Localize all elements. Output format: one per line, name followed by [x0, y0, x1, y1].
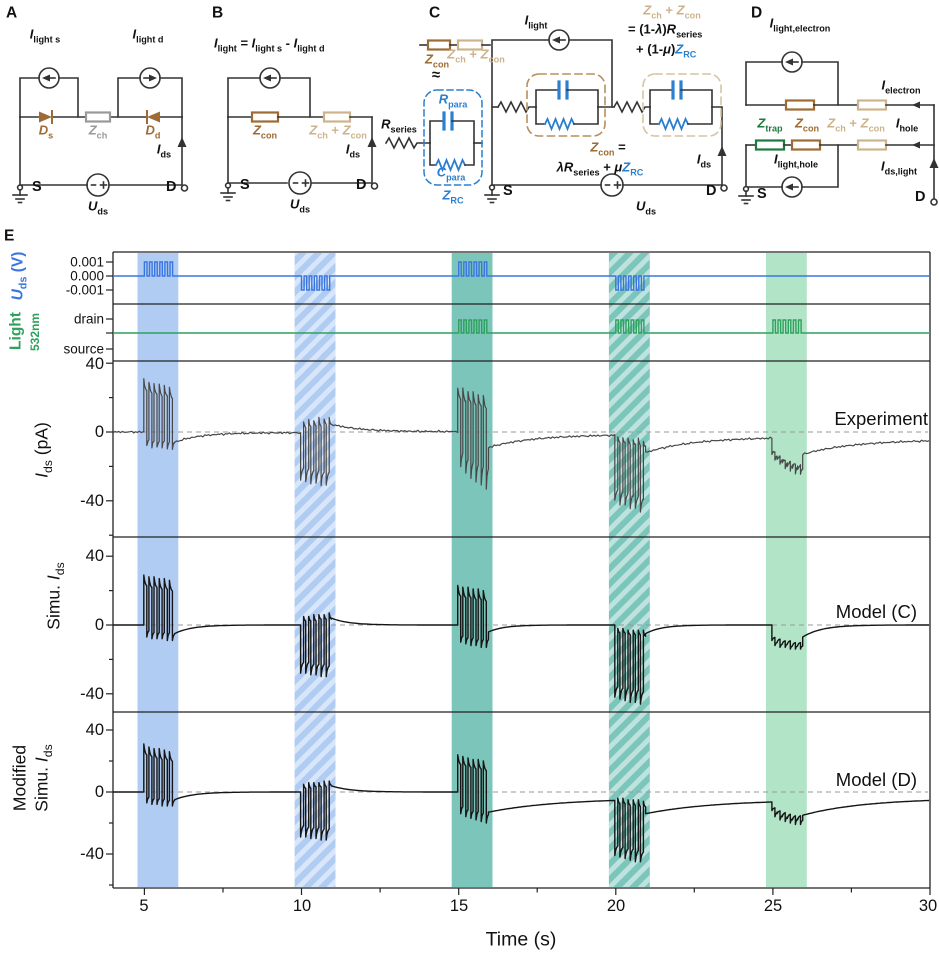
zcon-box: [426, 39, 452, 51]
band-light-only: [766, 253, 807, 887]
zcon-dashed-box: [526, 73, 606, 137]
ids-arrow-icon: [367, 137, 377, 147]
model-d-trace: [113, 743, 930, 863]
light-trace: [113, 319, 930, 334]
resistor-icon: [657, 116, 690, 132]
circuit-b: [220, 67, 379, 202]
resistor-icon: [434, 157, 467, 173]
terminal-icon: [370, 182, 379, 190]
ids-arrow-icon: [177, 137, 187, 147]
chart-panel-e: [106, 251, 931, 895]
circuit-a: [12, 67, 189, 204]
ground-icon: [484, 184, 500, 204]
arrow-left-icon: [785, 58, 793, 66]
ihole-arrow-icon: [912, 141, 920, 149]
arrow-left-icon: [552, 36, 560, 44]
arrow-left-icon: [263, 74, 271, 82]
ielectron-arrow-icon: [912, 101, 920, 109]
zchzcon-box: [856, 99, 888, 111]
arrow-left-icon: [42, 74, 50, 82]
terminal-icon: [930, 198, 938, 206]
capacitor-icon: [442, 111, 454, 131]
zchzcon-dashed-box: [642, 73, 722, 137]
circuit-c: [384, 29, 728, 204]
ids-arrow-icon: [717, 146, 727, 156]
capacitor-icon: [671, 80, 683, 100]
band-light-uds-negative: [608, 253, 650, 887]
capacitor-icon: [557, 80, 569, 100]
diode-d-icon: [146, 110, 160, 124]
ground-icon: [738, 185, 754, 205]
arrow-left-icon: [785, 183, 793, 191]
ztrap-box: [754, 139, 786, 151]
voltage-source-icon: [288, 171, 312, 195]
ids-arrow-icon: [929, 158, 939, 168]
diode-s-icon: [39, 110, 53, 124]
circuit-d: [738, 51, 939, 206]
zch-box: [84, 111, 112, 123]
axis-ticks: [106, 261, 931, 895]
zchzcon-box: [322, 111, 352, 123]
resistor-icon: [543, 116, 576, 132]
chart-frame: [112, 251, 931, 889]
zcon-box: [250, 111, 280, 123]
uds-trace: [113, 261, 930, 291]
model-c-trace: [113, 574, 930, 705]
terminal-icon: [720, 184, 728, 192]
resistor-icon: [496, 100, 537, 114]
terminal-icon: [180, 184, 189, 192]
resistor-icon: [612, 100, 651, 114]
zrc-dashed-box: [423, 89, 483, 186]
zcon-box: [790, 139, 822, 151]
experiment-trace: [112, 378, 930, 513]
arrow-right-icon: [149, 74, 157, 82]
resistor-icon: [384, 136, 431, 150]
ground-icon: [220, 182, 236, 202]
ground-icon: [12, 184, 28, 204]
zcon-box: [784, 99, 816, 111]
zchzcon-box: [456, 39, 484, 51]
zchzcon-box: [856, 139, 888, 151]
